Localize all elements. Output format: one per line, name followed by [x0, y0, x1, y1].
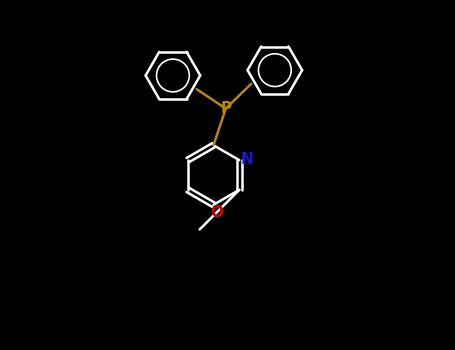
Text: N: N	[241, 152, 253, 167]
Text: P: P	[220, 101, 231, 116]
Text: O: O	[211, 205, 223, 220]
